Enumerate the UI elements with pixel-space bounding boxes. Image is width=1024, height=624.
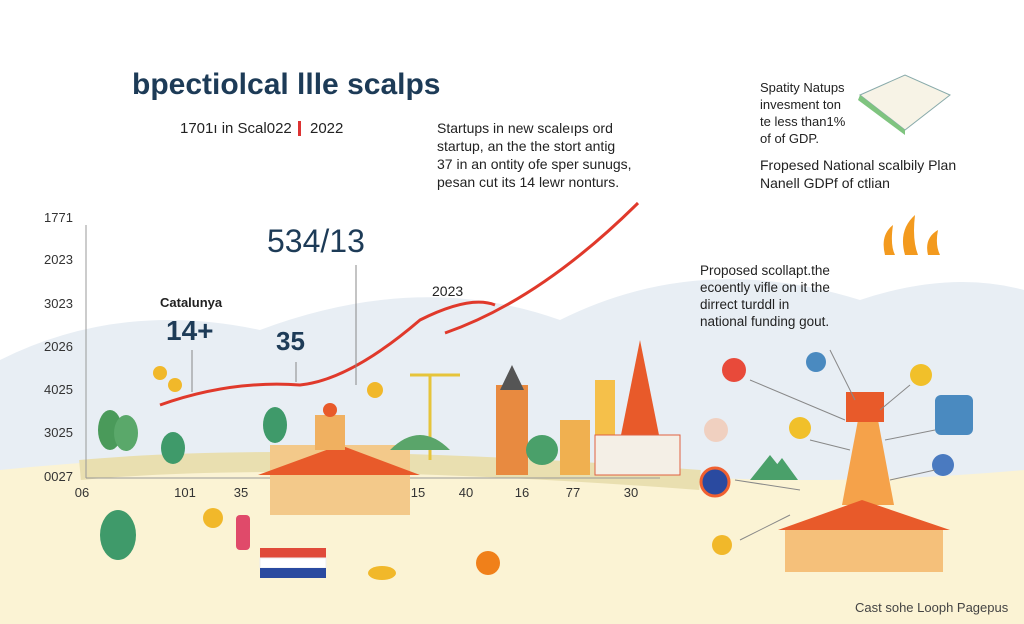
- bottom-labels: 06 101 35 15 40 16 77 30: [75, 485, 638, 500]
- trend-line: [444, 201, 640, 335]
- coin: [153, 366, 167, 380]
- lighthouse: [842, 420, 894, 505]
- proposal-line: Proposed scollapt.the: [700, 263, 830, 278]
- axis-label: 40: [459, 485, 473, 500]
- trees: [750, 455, 798, 480]
- coin: [168, 378, 182, 392]
- intro-line: Startups in new scaleıps ord: [437, 120, 613, 136]
- line-label: 2023: [432, 283, 463, 299]
- connectors: [734, 349, 936, 541]
- proposal-line: dirrect turddl in: [700, 297, 789, 312]
- building: [594, 434, 681, 476]
- lighthouse-top: [846, 392, 884, 422]
- tower: [496, 385, 528, 475]
- ground: [0, 455, 1024, 624]
- icon: [932, 454, 954, 476]
- axis-label: 4025: [44, 382, 73, 397]
- bush: [390, 435, 450, 450]
- intro-line: startup, an the the stort antig: [437, 138, 615, 154]
- title: bpectiolcal llle scalps: [132, 68, 440, 101]
- mid-value: 35: [276, 326, 305, 356]
- icon: [722, 358, 746, 382]
- icon: [910, 364, 932, 386]
- proposal-line: ecoently vifle on it the: [700, 280, 830, 295]
- big-number: 534/13: [267, 223, 365, 259]
- trend-line: [159, 300, 496, 407]
- proposal-line: national funding gout.: [700, 314, 829, 329]
- axis-label: 3025: [44, 425, 73, 440]
- subtitle: 1701ı in Scal022: [180, 120, 292, 137]
- plan-line: Fropesed National scalbily Plan: [760, 157, 956, 173]
- bottle: [236, 515, 250, 550]
- axis-label: 16: [515, 485, 529, 500]
- intro-text: Startups in new scaleıps ord startup, an …: [437, 120, 632, 190]
- book-cover: [858, 95, 905, 135]
- tree: [161, 432, 185, 464]
- subtitle-year: 2022: [310, 120, 343, 137]
- icon: [704, 418, 728, 442]
- axis-label: 3023: [44, 296, 73, 311]
- eiffel: [620, 340, 660, 440]
- divider: [298, 121, 301, 136]
- flames: [883, 215, 940, 255]
- icon: [935, 395, 973, 435]
- note-line: te less than1%: [760, 114, 846, 129]
- icon: [806, 352, 826, 372]
- building: [785, 530, 943, 572]
- tower: [315, 415, 345, 450]
- tree: [100, 510, 136, 560]
- flag: [260, 568, 326, 578]
- coin: [203, 508, 223, 528]
- proposal: Proposed scollapt.the ecoently vifle on i…: [700, 263, 830, 329]
- axis-label: 30: [624, 485, 638, 500]
- building: [560, 420, 590, 475]
- intro-line: pesan cut its 14 lewr nonturs.: [437, 174, 619, 190]
- icon: [789, 417, 811, 439]
- tree: [526, 435, 558, 465]
- region-value: 14+: [166, 315, 214, 346]
- axis-label: 35: [234, 485, 248, 500]
- roof: [258, 445, 420, 475]
- axis-label: 2026: [44, 339, 73, 354]
- roof: [778, 500, 950, 530]
- side-note: Spatity Natups invesment ton te less than1…: [760, 80, 956, 191]
- tree: [263, 407, 287, 443]
- note-line: invesment ton: [760, 97, 841, 112]
- axis-label: 2023: [44, 252, 73, 267]
- icon: [712, 535, 732, 555]
- flag: [259, 557, 327, 569]
- flag: [260, 548, 326, 558]
- plan-line: Nanell GDPf of ctlian: [760, 175, 890, 191]
- tree: [114, 415, 138, 451]
- sun: [476, 551, 500, 575]
- axis-label: 06: [75, 485, 89, 500]
- dome: [323, 403, 337, 417]
- axis-label: 101: [174, 485, 196, 500]
- region: Catalunya: [160, 295, 223, 310]
- intro-line: 37 in an ontity ofe sper sunugs,: [437, 156, 632, 172]
- axis-label: 77: [566, 485, 580, 500]
- note-line: Spatity Natups: [760, 80, 845, 95]
- icon: [699, 466, 731, 498]
- note-line: of of GDP.: [760, 131, 819, 146]
- left-labels: 1771 2023 3023 2026 4025 3025 0027: [44, 210, 73, 484]
- footer: Cast sohe Looph Pagepus: [855, 600, 1009, 615]
- coin: [367, 382, 383, 398]
- axis-label: 1771: [44, 210, 73, 225]
- spire: [500, 365, 524, 390]
- axis-label: 15: [411, 485, 425, 500]
- axis-label: 0027: [44, 469, 73, 484]
- coins: [368, 566, 396, 580]
